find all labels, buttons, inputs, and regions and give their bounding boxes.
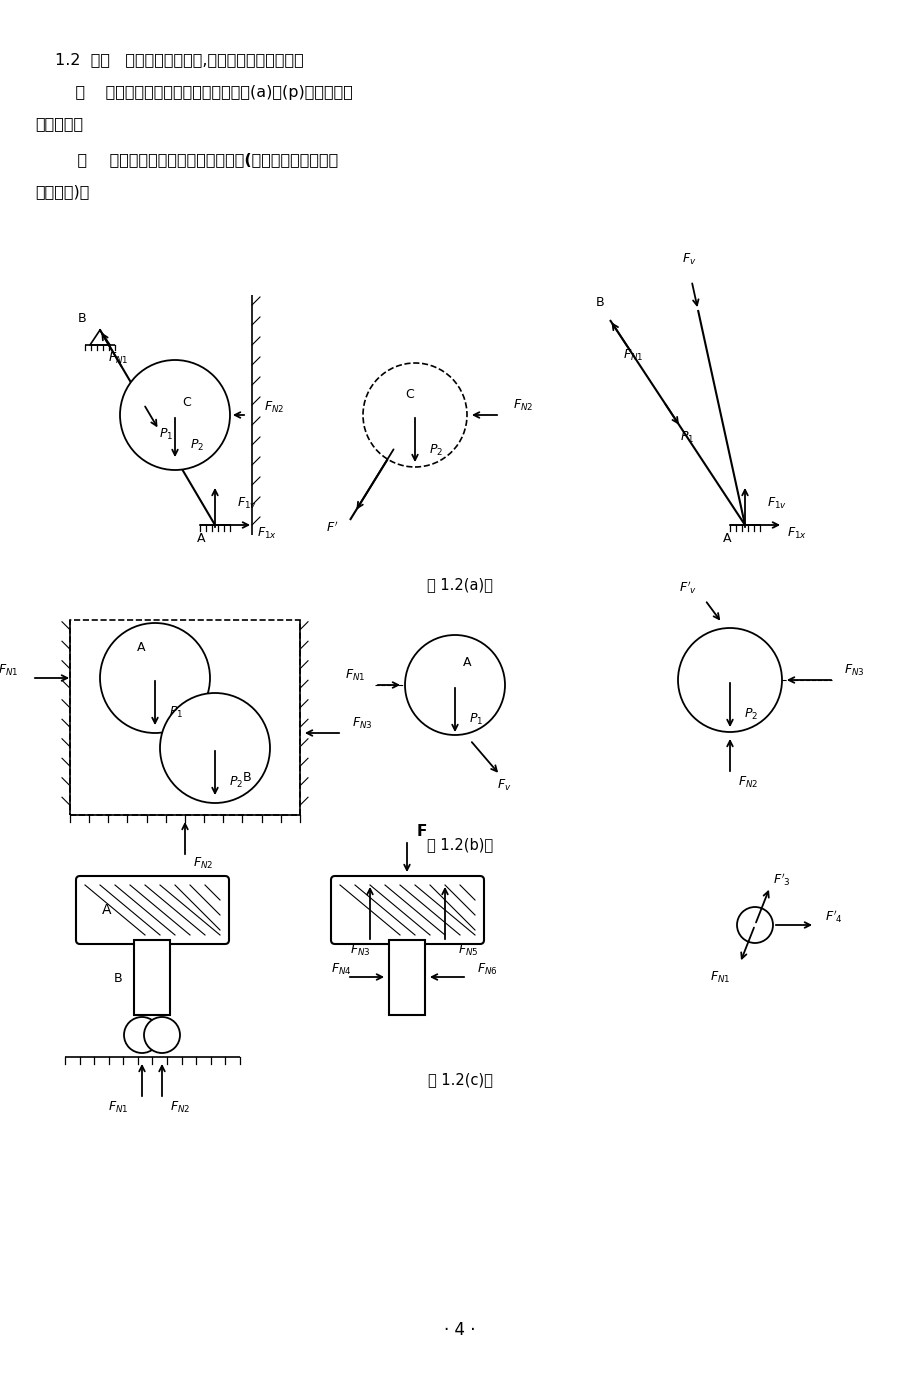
Text: F: F <box>416 824 427 839</box>
Text: A: A <box>722 533 731 545</box>
Bar <box>389 940 425 1016</box>
Text: $F_{N3}$: $F_{N3}$ <box>349 943 370 958</box>
Text: $F_v$: $F_v$ <box>496 777 511 792</box>
Text: $P_2$: $P_2$ <box>428 443 443 458</box>
Text: $P_2$: $P_2$ <box>190 437 204 453</box>
Circle shape <box>119 360 230 471</box>
Text: C: C <box>183 396 191 410</box>
FancyBboxPatch shape <box>331 876 483 944</box>
Text: $F_{N2}$: $F_{N2}$ <box>170 1100 190 1115</box>
Circle shape <box>736 907 772 943</box>
Text: C: C <box>405 389 414 402</box>
Text: $F'_v$: $F'_v$ <box>678 580 697 596</box>
Text: 除的物体)。: 除的物体)。 <box>35 185 89 200</box>
Circle shape <box>363 363 467 466</box>
Text: A: A <box>102 903 111 916</box>
Text: $F'$: $F'$ <box>325 520 338 535</box>
Text: $F_{N5}$: $F_{N5}$ <box>458 943 478 958</box>
Text: $F_{1x}$: $F_{1x}$ <box>256 526 277 541</box>
Bar <box>134 940 170 1016</box>
Text: $F_{1x}$: $F_{1x}$ <box>786 526 806 541</box>
Text: $F_{N4}$: $F_{N4}$ <box>331 962 351 977</box>
Text: 题 1.2(b)图: 题 1.2(b)图 <box>426 838 493 853</box>
Text: A: A <box>137 642 145 654</box>
Text: $F_{N1}$: $F_{N1}$ <box>709 969 730 984</box>
Text: B: B <box>77 312 86 324</box>
Text: $F_{N2}$: $F_{N2}$ <box>513 397 533 413</box>
Text: $F_{N1}$: $F_{N1}$ <box>108 1100 128 1115</box>
Text: $F_{N1}$: $F_{N1}$ <box>623 348 643 363</box>
Text: 体受力图。: 体受力图。 <box>35 116 83 131</box>
Circle shape <box>100 622 210 733</box>
FancyBboxPatch shape <box>76 876 229 944</box>
Text: $F_{N1}$: $F_{N1}$ <box>0 662 18 678</box>
Text: $F'_4$: $F'_4$ <box>824 908 842 926</box>
Circle shape <box>677 628 781 731</box>
Bar <box>70 620 300 816</box>
Text: 1.2  已知   各结构、机构如图,其它条件与上题相同；: 1.2 已知 各结构、机构如图,其它条件与上题相同； <box>55 52 303 68</box>
Text: B: B <box>114 972 122 984</box>
Text: $F_{N1}$: $F_{N1}$ <box>344 668 365 683</box>
Text: B: B <box>243 771 252 784</box>
Text: $F_{N2}$: $F_{N2}$ <box>193 856 213 871</box>
Text: $F_{1v}$: $F_{1v}$ <box>237 495 256 511</box>
Text: $F_{N6}$: $F_{N6}$ <box>476 962 497 977</box>
Text: 题 1.2(a)图: 题 1.2(a)图 <box>426 577 493 592</box>
Circle shape <box>160 693 269 803</box>
Text: $P_1$: $P_1$ <box>169 704 183 719</box>
Text: · 4 ·: · 4 · <box>444 1321 475 1339</box>
Text: $F_{N3}$: $F_{N3}$ <box>843 662 864 678</box>
Text: $P_1$: $P_1$ <box>679 429 694 444</box>
Text: $F_{N2}$: $F_{N2}$ <box>737 774 757 789</box>
Text: $F_{N1}$: $F_{N1}$ <box>108 352 128 366</box>
Circle shape <box>404 635 505 736</box>
Text: $P_2$: $P_2$ <box>743 707 757 722</box>
Text: $F_v$: $F_v$ <box>681 251 696 266</box>
Text: $P_1$: $P_1$ <box>159 426 174 442</box>
Circle shape <box>144 1017 180 1053</box>
Text: $F_{N3}$: $F_{N3}$ <box>352 715 372 730</box>
Text: B: B <box>595 295 604 309</box>
Text: 求    画出各标注字符的物体的受力图及(a)～(p)各小题的整: 求 画出各标注字符的物体的受力图及(a)～(p)各小题的整 <box>55 84 353 99</box>
Circle shape <box>124 1017 160 1053</box>
Text: A: A <box>462 657 471 669</box>
Text: 题 1.2(c)图: 题 1.2(c)图 <box>427 1072 492 1087</box>
Text: A: A <box>197 533 205 545</box>
Text: $P_1$: $P_1$ <box>469 712 482 726</box>
Text: $F_{N2}$: $F_{N2}$ <box>264 399 284 414</box>
Text: 解    上述指定物体的受力图分别如下(图中虚轮廓线表示拆: 解 上述指定物体的受力图分别如下(图中虚轮廓线表示拆 <box>55 153 338 167</box>
Text: $F'_3$: $F'_3$ <box>772 872 790 889</box>
Text: $P_2$: $P_2$ <box>229 774 243 789</box>
Text: $F_{1v}$: $F_{1v}$ <box>766 495 786 511</box>
